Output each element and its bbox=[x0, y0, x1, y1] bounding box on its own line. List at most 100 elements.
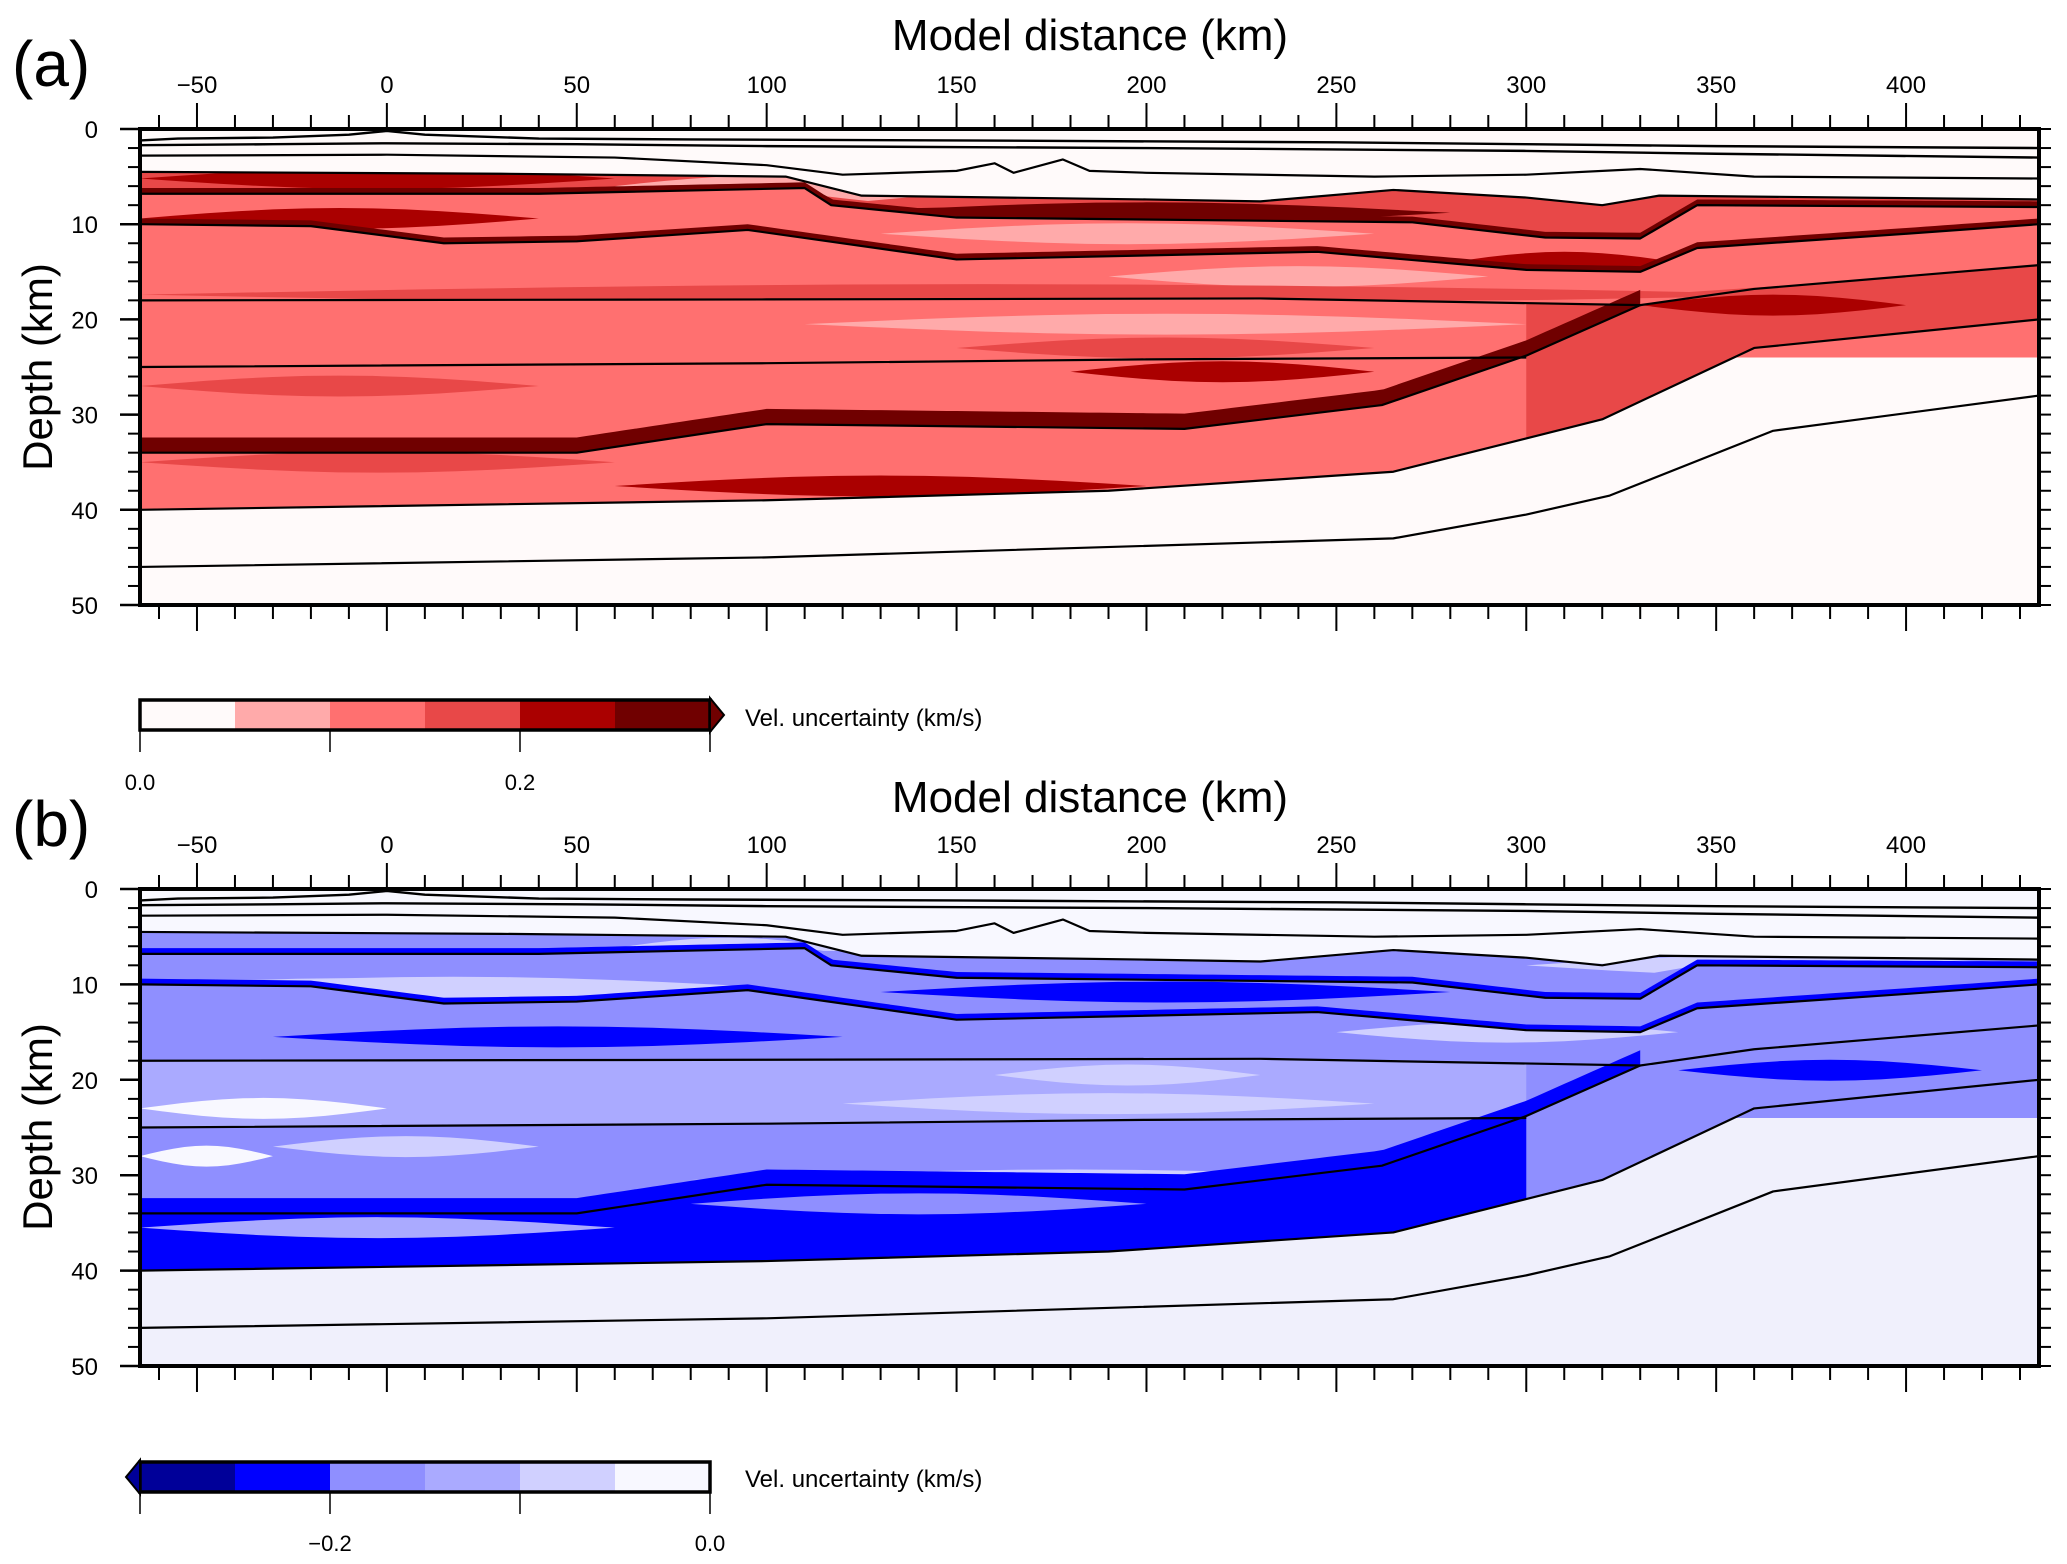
y-tick-label: 30 bbox=[71, 403, 98, 430]
x-tick-label: 0 bbox=[380, 832, 393, 859]
contour-patch bbox=[994, 1064, 1261, 1086]
contour-patch bbox=[842, 1093, 1375, 1115]
contour-patch bbox=[272, 1136, 539, 1158]
contour-patch bbox=[956, 337, 1375, 359]
contour-patch bbox=[1336, 1023, 1679, 1043]
x-tick-label: 400 bbox=[1886, 72, 1926, 99]
colorbar-tick-label: 0.0 bbox=[695, 1531, 726, 1556]
contour-patch bbox=[140, 282, 1831, 302]
colorbar-swatch bbox=[330, 1462, 426, 1492]
y-tick-label: 0 bbox=[85, 117, 98, 144]
layer-boundary-b9 bbox=[140, 304, 1641, 454]
y-tick-label: 40 bbox=[71, 498, 98, 525]
x-tick-label: 200 bbox=[1126, 72, 1166, 99]
contour-patch bbox=[140, 172, 615, 189]
colorbar-extend-arrow bbox=[709, 695, 726, 735]
x-axis-title-b: Model distance (km) bbox=[892, 773, 1288, 822]
band-b7-b10 bbox=[1526, 265, 2039, 439]
y-tick-label: 50 bbox=[71, 1354, 98, 1381]
x-tick-label: 250 bbox=[1316, 72, 1356, 99]
y-axis-title-a: Depth (km) bbox=[14, 263, 61, 471]
y-tick-label: 20 bbox=[71, 307, 98, 334]
y-tick-label: 0 bbox=[85, 877, 98, 904]
contour-patch bbox=[272, 1026, 843, 1048]
plot-area-a: −50 0 50 100 150 200 250 300 350 400 0 10 20 30 40 50 bbox=[71, 72, 2051, 631]
layer-boundary-b3 bbox=[140, 153, 2039, 180]
contour-patch bbox=[140, 452, 615, 473]
colorbar-a: 0.0 0.2 bbox=[125, 695, 726, 795]
colorbar-swatch bbox=[520, 700, 616, 730]
contour-patch bbox=[140, 1097, 387, 1119]
colorbar-b: −0.2 0.0 bbox=[124, 1457, 726, 1556]
layer-boundary-b4 bbox=[140, 930, 2039, 967]
layer-boundary-b9 bbox=[140, 1064, 1641, 1215]
y-tick-label: 40 bbox=[71, 1259, 98, 1286]
x-tick-label: −50 bbox=[177, 72, 218, 99]
layer-boundary-b8 bbox=[140, 1116, 1527, 1129]
x-tick-label: 0 bbox=[380, 72, 393, 99]
panel-b: (b) Model distance (km) Depth (km) −50 0 5… bbox=[12, 773, 2051, 1556]
colorbar-label-a: Vel. uncertainty (km/s) bbox=[745, 705, 982, 732]
contour-patch bbox=[690, 1193, 1147, 1215]
layer-boundary-b2 bbox=[140, 902, 2039, 919]
band-b6-b7 bbox=[140, 224, 2039, 306]
panel-a: (a) Model distance (km) Depth (km) −50 0 5… bbox=[12, 11, 2051, 795]
x-tick-label: 100 bbox=[747, 832, 787, 859]
x-tick-label: 350 bbox=[1696, 72, 1736, 99]
contour-patch bbox=[1678, 1059, 1983, 1081]
x-tick-label: 50 bbox=[563, 832, 590, 859]
x-tick-label: 300 bbox=[1506, 832, 1546, 859]
y-tick-label: 10 bbox=[71, 212, 98, 239]
plot-frame bbox=[138, 127, 2041, 607]
layer-boundary-b10 bbox=[140, 1078, 2039, 1272]
deep-region bbox=[140, 1079, 2039, 1366]
colorbar-label-b: Vel. uncertainty (km/s) bbox=[745, 1466, 982, 1493]
x-tick-label: 200 bbox=[1126, 832, 1166, 859]
panel-label-a: (a) bbox=[12, 28, 90, 100]
plot-content bbox=[140, 129, 2039, 605]
contour-rim bbox=[140, 218, 2039, 272]
x-tick-label: 150 bbox=[937, 72, 977, 99]
x-tick-label: 350 bbox=[1696, 832, 1736, 859]
colorbar-swatch bbox=[615, 1462, 711, 1492]
colorbar-swatch bbox=[235, 1462, 331, 1492]
contour-patch bbox=[1108, 266, 1489, 288]
colorbar-tick-label: 0.0 bbox=[125, 770, 156, 795]
layer-boundary-b7 bbox=[140, 1024, 2039, 1067]
contour-rim bbox=[140, 1050, 1641, 1214]
layer-boundary-b6 bbox=[140, 983, 2039, 1034]
layer-boundary-b8 bbox=[140, 356, 1527, 369]
contour-patch bbox=[880, 223, 1375, 245]
contour-patch bbox=[140, 1217, 615, 1239]
x-tick-label: −50 bbox=[177, 832, 218, 859]
panel-label-b: (b) bbox=[12, 788, 90, 860]
layer-boundary-b1 bbox=[140, 889, 2039, 910]
y-tick-label: 10 bbox=[71, 972, 98, 999]
colorbar-swatch bbox=[140, 1462, 236, 1492]
layer-boundary-b7 bbox=[140, 264, 2039, 307]
contour-patch bbox=[614, 475, 1147, 497]
contour-patch bbox=[1070, 361, 1375, 383]
colorbar-swatch bbox=[140, 700, 236, 730]
contour-patch bbox=[140, 1145, 273, 1167]
layer-boundary-b1 bbox=[140, 129, 2039, 150]
layer-boundary-b2 bbox=[140, 142, 2039, 159]
colorbar-extend-arrow bbox=[124, 1457, 141, 1497]
colorbar-swatch bbox=[235, 700, 331, 730]
layer-boundary-b4 bbox=[140, 170, 2039, 207]
x-tick-label: 150 bbox=[937, 832, 977, 859]
x-tick-label: 100 bbox=[747, 72, 787, 99]
contour-rim bbox=[140, 978, 2039, 1033]
layer-boundary-b5 bbox=[140, 186, 2039, 240]
colorbar-swatch bbox=[520, 1462, 616, 1492]
colorbar-tick-label: −0.2 bbox=[308, 1531, 351, 1556]
plot-content bbox=[140, 889, 2039, 1366]
layer-boundary-b5 bbox=[140, 947, 2039, 1000]
layer-boundary-b11 bbox=[140, 394, 2039, 569]
y-axis-title-b: Depth (km) bbox=[14, 1023, 61, 1231]
layer-boundary-b10 bbox=[140, 318, 2039, 511]
layer-boundary-b6 bbox=[140, 223, 2039, 273]
contour-rim bbox=[140, 289, 1641, 453]
colorbar-swatch bbox=[425, 1462, 521, 1492]
